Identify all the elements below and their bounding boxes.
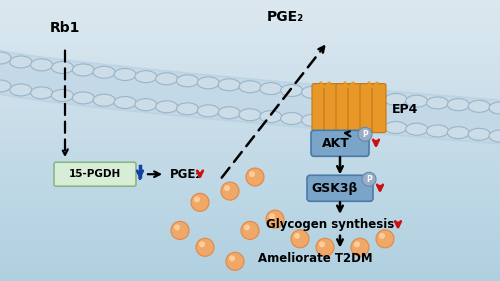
Ellipse shape — [239, 109, 261, 121]
Circle shape — [224, 185, 230, 191]
FancyBboxPatch shape — [360, 83, 374, 133]
Ellipse shape — [489, 130, 500, 142]
Circle shape — [269, 213, 275, 219]
Ellipse shape — [448, 127, 469, 139]
Ellipse shape — [426, 125, 448, 137]
Ellipse shape — [426, 97, 448, 109]
Ellipse shape — [343, 118, 365, 130]
Ellipse shape — [302, 114, 324, 126]
Text: P: P — [362, 130, 368, 139]
Circle shape — [171, 221, 189, 239]
Ellipse shape — [218, 79, 240, 91]
Text: GSK3β: GSK3β — [312, 182, 358, 195]
FancyBboxPatch shape — [348, 83, 362, 133]
Circle shape — [221, 182, 239, 200]
Circle shape — [244, 225, 250, 230]
Circle shape — [226, 252, 244, 270]
FancyBboxPatch shape — [54, 162, 136, 186]
Ellipse shape — [385, 121, 407, 133]
FancyBboxPatch shape — [324, 83, 338, 133]
Ellipse shape — [30, 87, 52, 99]
FancyBboxPatch shape — [311, 130, 369, 156]
Ellipse shape — [30, 59, 52, 71]
Circle shape — [196, 238, 214, 256]
Text: AKT: AKT — [322, 137, 350, 150]
Ellipse shape — [0, 52, 11, 64]
Ellipse shape — [280, 112, 302, 124]
Circle shape — [319, 241, 325, 247]
Ellipse shape — [218, 107, 240, 119]
Circle shape — [266, 210, 284, 228]
Ellipse shape — [10, 56, 32, 68]
Ellipse shape — [468, 128, 490, 140]
Circle shape — [199, 241, 205, 247]
Ellipse shape — [156, 101, 178, 113]
Ellipse shape — [114, 69, 136, 80]
Ellipse shape — [176, 103, 199, 115]
Ellipse shape — [406, 123, 427, 135]
Ellipse shape — [176, 75, 199, 87]
Text: Glycogen synthesis: Glycogen synthesis — [266, 218, 394, 231]
Text: EP4: EP4 — [392, 103, 418, 116]
Ellipse shape — [0, 80, 11, 92]
Ellipse shape — [280, 85, 302, 96]
Text: Rb1: Rb1 — [50, 21, 80, 35]
Ellipse shape — [489, 102, 500, 114]
Ellipse shape — [322, 88, 344, 100]
Circle shape — [191, 193, 209, 211]
Circle shape — [351, 238, 369, 256]
Ellipse shape — [239, 81, 261, 93]
Text: 15-PGDH: 15-PGDH — [69, 169, 121, 179]
Ellipse shape — [260, 83, 282, 95]
Ellipse shape — [385, 94, 407, 105]
Ellipse shape — [302, 86, 324, 98]
Ellipse shape — [135, 71, 157, 83]
Ellipse shape — [135, 99, 157, 111]
Ellipse shape — [93, 66, 115, 78]
Ellipse shape — [72, 64, 94, 76]
Circle shape — [379, 233, 385, 239]
Circle shape — [249, 171, 255, 177]
Circle shape — [316, 238, 334, 256]
Ellipse shape — [198, 77, 220, 89]
Text: P: P — [366, 175, 372, 184]
Ellipse shape — [10, 84, 32, 96]
Circle shape — [291, 230, 309, 248]
Ellipse shape — [52, 62, 74, 73]
Ellipse shape — [114, 96, 136, 108]
Ellipse shape — [364, 120, 386, 132]
FancyBboxPatch shape — [312, 83, 326, 133]
Circle shape — [246, 168, 264, 186]
Text: Ameliorate T2DM: Ameliorate T2DM — [258, 252, 372, 265]
Text: PGE₂: PGE₂ — [266, 10, 304, 24]
Ellipse shape — [260, 111, 282, 123]
Circle shape — [376, 230, 394, 248]
Ellipse shape — [364, 92, 386, 104]
Circle shape — [241, 221, 259, 239]
Text: PGE₂: PGE₂ — [170, 168, 202, 181]
Circle shape — [194, 196, 200, 202]
Circle shape — [354, 241, 360, 247]
Circle shape — [294, 233, 300, 239]
Ellipse shape — [448, 99, 469, 111]
FancyBboxPatch shape — [372, 83, 386, 133]
Ellipse shape — [52, 89, 74, 101]
Ellipse shape — [198, 105, 220, 117]
Ellipse shape — [468, 100, 490, 112]
Circle shape — [174, 225, 180, 230]
Ellipse shape — [343, 90, 365, 102]
Ellipse shape — [72, 92, 94, 104]
Ellipse shape — [406, 95, 427, 107]
Circle shape — [362, 172, 376, 186]
Circle shape — [358, 127, 372, 141]
Ellipse shape — [322, 116, 344, 128]
FancyBboxPatch shape — [336, 83, 350, 133]
Ellipse shape — [93, 94, 115, 106]
Ellipse shape — [156, 73, 178, 85]
Circle shape — [229, 255, 235, 261]
FancyBboxPatch shape — [307, 175, 373, 201]
